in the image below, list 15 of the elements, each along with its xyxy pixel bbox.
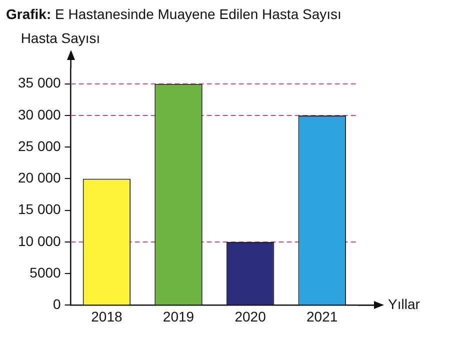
y-tick-label: 20 000 [18, 170, 62, 186]
x-tick-label: 2021 [306, 308, 338, 324]
y-tick-label: 35 000 [18, 74, 62, 91]
y-axis-title: Hasta Sayısı [20, 30, 100, 46]
y-tick-label: 15 000 [18, 201, 62, 218]
y-tick-label: 30 000 [18, 106, 62, 122]
x-tick-label: 2019 [162, 308, 194, 324]
x-axis-title: Yıllar [388, 296, 420, 312]
y-tick-label: 25 000 [18, 138, 62, 154]
y-tick-label: 5000 [30, 264, 62, 280]
y-tick-label: 10 000 [18, 232, 62, 249]
x-tick-label: 2020 [234, 308, 266, 324]
chart-title: Grafik: E Hastanesinde Muayene Edilen Hasta Sayısı [6, 6, 342, 22]
x-tick-label: 2018 [91, 308, 122, 324]
y-tick-label: 0 [53, 296, 62, 312]
